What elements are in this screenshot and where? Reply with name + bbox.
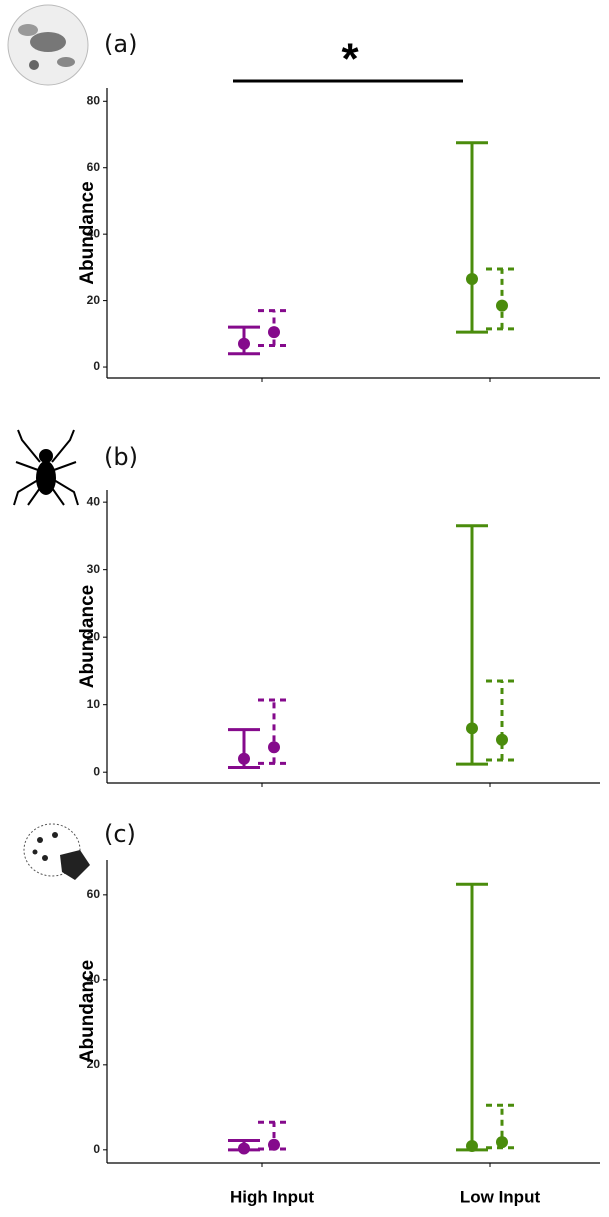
significance-marker: *: [341, 35, 359, 84]
y-tick-label: 20: [87, 293, 101, 307]
point: [466, 722, 478, 735]
insect-icon: [7, 4, 89, 86]
point: [238, 1142, 250, 1155]
y-tick-label: 0: [93, 359, 100, 373]
y-tick-label: 20: [87, 1057, 101, 1071]
ladybug-icon: [23, 823, 90, 880]
point: [466, 1140, 478, 1153]
panel-label: (b): [104, 443, 138, 471]
y-tick-label: 40: [87, 226, 101, 240]
y-tick-label: 60: [87, 160, 101, 174]
point: [466, 273, 478, 286]
x-tick-label: High Input: [230, 1187, 314, 1206]
y-axis-label: Abundance: [77, 585, 98, 688]
y-tick-label: 0: [93, 764, 100, 778]
panel-label: (c): [104, 820, 136, 848]
point: [238, 337, 250, 350]
y-tick-label: 40: [87, 494, 101, 508]
panel-label: (a): [104, 30, 137, 58]
y-tick-label: 10: [87, 697, 101, 711]
point: [496, 733, 508, 746]
y-tick-label: 20: [87, 629, 101, 643]
y-axis-label: Abundance: [77, 960, 98, 1063]
y-tick-label: 80: [87, 93, 101, 107]
y-tick-label: 60: [87, 887, 101, 901]
point: [496, 299, 508, 312]
y-tick-label: 0: [93, 1142, 100, 1156]
point: [268, 326, 280, 339]
point: [496, 1136, 508, 1149]
y-axis-label: Abundance: [77, 181, 98, 284]
y-tick-label: 30: [87, 562, 101, 576]
spider-icon: [13, 429, 79, 506]
y-tick-label: 40: [87, 972, 101, 986]
point: [268, 1138, 280, 1151]
x-tick-label: Low Input: [460, 1187, 541, 1206]
point: [238, 752, 250, 765]
point: [268, 741, 280, 754]
